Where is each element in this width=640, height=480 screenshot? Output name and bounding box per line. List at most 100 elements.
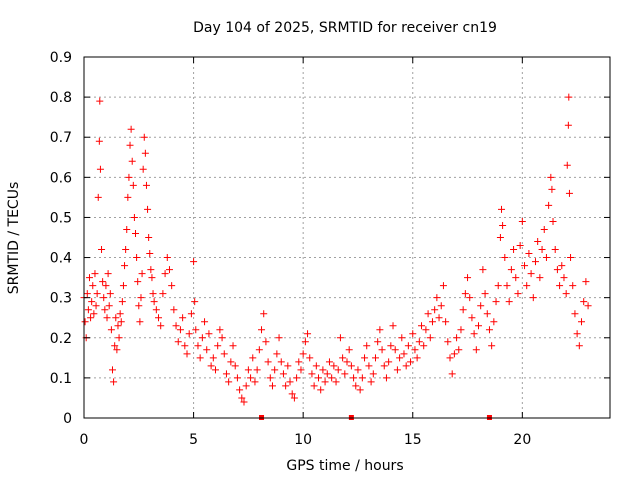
data-point bbox=[123, 225, 131, 233]
data-point bbox=[339, 354, 347, 362]
y-tick-label: 0.1 bbox=[50, 371, 72, 387]
data-point bbox=[163, 254, 171, 262]
data-point bbox=[433, 294, 441, 302]
data-point bbox=[147, 266, 155, 274]
data-point bbox=[150, 298, 158, 306]
data-point bbox=[90, 310, 98, 318]
data-points bbox=[80, 93, 592, 420]
data-point bbox=[446, 354, 454, 362]
data-point bbox=[284, 362, 292, 370]
y-tick-label: 0.9 bbox=[50, 50, 72, 66]
data-point bbox=[161, 270, 169, 278]
data-point bbox=[393, 366, 401, 374]
data-point bbox=[567, 254, 575, 262]
data-point bbox=[262, 338, 270, 346]
data-point bbox=[444, 338, 452, 346]
data-point bbox=[118, 298, 126, 306]
data-point bbox=[115, 334, 123, 342]
data-point bbox=[135, 302, 143, 310]
data-point bbox=[288, 390, 296, 398]
data-point bbox=[95, 137, 103, 145]
data-point bbox=[512, 274, 520, 282]
data-point bbox=[93, 290, 101, 298]
data-point bbox=[99, 278, 107, 286]
data-point bbox=[472, 346, 480, 354]
x-tick-label: 10 bbox=[294, 432, 312, 448]
data-point bbox=[81, 318, 89, 326]
data-point bbox=[510, 246, 518, 254]
data-point bbox=[155, 314, 163, 322]
data-point bbox=[328, 374, 336, 382]
data-point bbox=[113, 346, 121, 354]
data-point bbox=[531, 258, 539, 266]
data-point bbox=[231, 362, 239, 370]
data-point bbox=[426, 334, 434, 342]
data-point bbox=[547, 173, 555, 181]
data-point bbox=[107, 326, 115, 334]
data-point bbox=[229, 342, 237, 350]
data-point bbox=[464, 274, 472, 282]
data-point bbox=[398, 334, 406, 342]
data-point bbox=[187, 310, 195, 318]
data-point bbox=[249, 354, 257, 362]
data-point bbox=[442, 318, 450, 326]
data-point bbox=[347, 362, 355, 370]
y-axis-label: SRMTID / TECUs bbox=[6, 182, 22, 295]
data-point bbox=[540, 225, 548, 233]
data-point bbox=[266, 374, 274, 382]
data-point bbox=[304, 330, 312, 338]
data-point bbox=[580, 298, 588, 306]
data-point bbox=[450, 350, 458, 358]
data-point bbox=[475, 322, 482, 330]
x-tick-label: 0 bbox=[80, 432, 89, 448]
data-point bbox=[100, 294, 108, 302]
data-point bbox=[149, 290, 157, 298]
data-point bbox=[415, 338, 423, 346]
data-point bbox=[584, 302, 592, 310]
data-point bbox=[260, 310, 268, 318]
data-point bbox=[159, 290, 167, 298]
data-point bbox=[258, 326, 266, 334]
data-point bbox=[418, 322, 426, 330]
data-point bbox=[499, 221, 507, 229]
data-point bbox=[498, 205, 506, 213]
data-point bbox=[538, 246, 546, 254]
data-point bbox=[356, 386, 364, 394]
data-point bbox=[273, 350, 281, 358]
data-point bbox=[505, 298, 513, 306]
data-point bbox=[124, 193, 132, 201]
data-point bbox=[127, 125, 135, 133]
data-point bbox=[376, 326, 384, 334]
data-point bbox=[488, 342, 496, 350]
data-point bbox=[227, 358, 235, 366]
data-point bbox=[176, 326, 184, 334]
data-point bbox=[244, 366, 252, 374]
data-point bbox=[565, 189, 573, 197]
data-point bbox=[409, 330, 417, 338]
data-point bbox=[129, 181, 137, 189]
data-point bbox=[268, 382, 276, 390]
data-point bbox=[108, 366, 116, 374]
data-point bbox=[501, 254, 509, 262]
data-point bbox=[242, 382, 250, 390]
grid bbox=[84, 57, 610, 418]
data-point bbox=[407, 358, 415, 366]
data-point bbox=[308, 370, 316, 378]
data-point bbox=[290, 394, 298, 402]
data-point bbox=[83, 290, 91, 298]
data-point bbox=[212, 366, 219, 374]
data-point bbox=[477, 302, 485, 310]
data-point bbox=[336, 334, 344, 342]
data-point bbox=[236, 386, 244, 394]
data-point bbox=[106, 290, 114, 298]
data-point bbox=[483, 310, 491, 318]
data-point bbox=[542, 254, 550, 262]
data-point bbox=[556, 282, 564, 290]
data-point bbox=[494, 282, 502, 290]
data-point bbox=[378, 346, 386, 354]
tick-labels: 0 0.1 0.2 0.3 0.4 0.5 0.6 0.7 0.8 0.9 0 5 10 15 20 bbox=[50, 50, 532, 448]
x-tick-label: 20 bbox=[513, 432, 531, 448]
y-tick-label: 0.2 bbox=[50, 331, 72, 347]
plot-frame bbox=[83, 56, 611, 419]
data-point bbox=[301, 338, 309, 346]
